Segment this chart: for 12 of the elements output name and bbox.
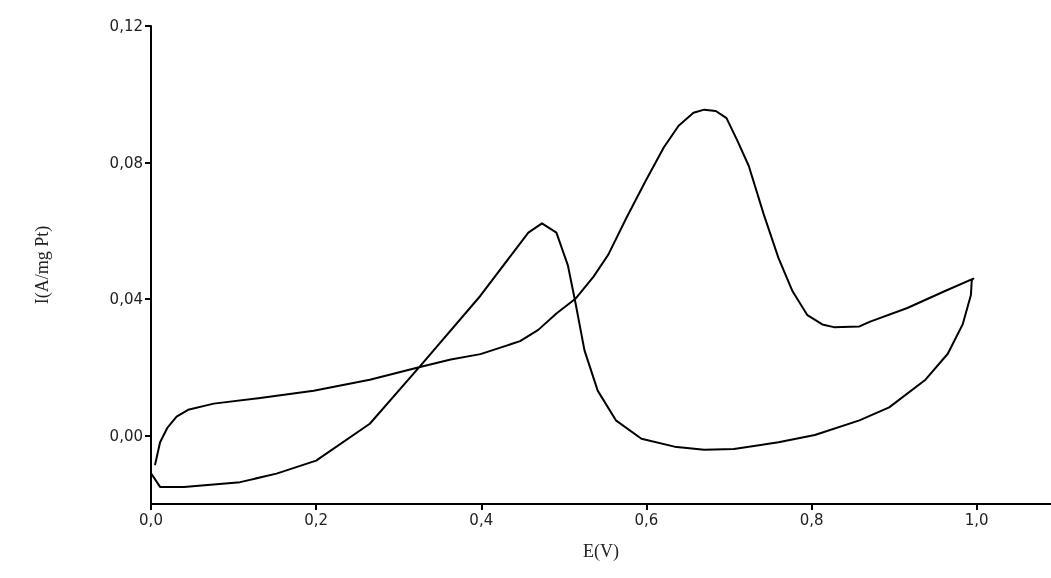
x-tick-label: 0,0 [139,510,163,529]
y-tick-label: 0,08 [109,153,143,172]
y-tick-label: 0,04 [109,290,143,309]
x-tick-label: 0,6 [634,510,659,529]
x-axis-title: E(V) [583,541,619,562]
y-tick-label: 0,12 [109,17,143,35]
y-axis-title: I(A/mg Pt) [32,225,53,305]
x-tick-label: 0,2 [304,510,329,529]
x-tick-label: 0,4 [469,510,494,529]
x-tick-label: 1,0 [964,510,989,529]
y-tick-label: 0,00 [109,426,143,445]
x-tick-label: 0,8 [799,510,824,529]
